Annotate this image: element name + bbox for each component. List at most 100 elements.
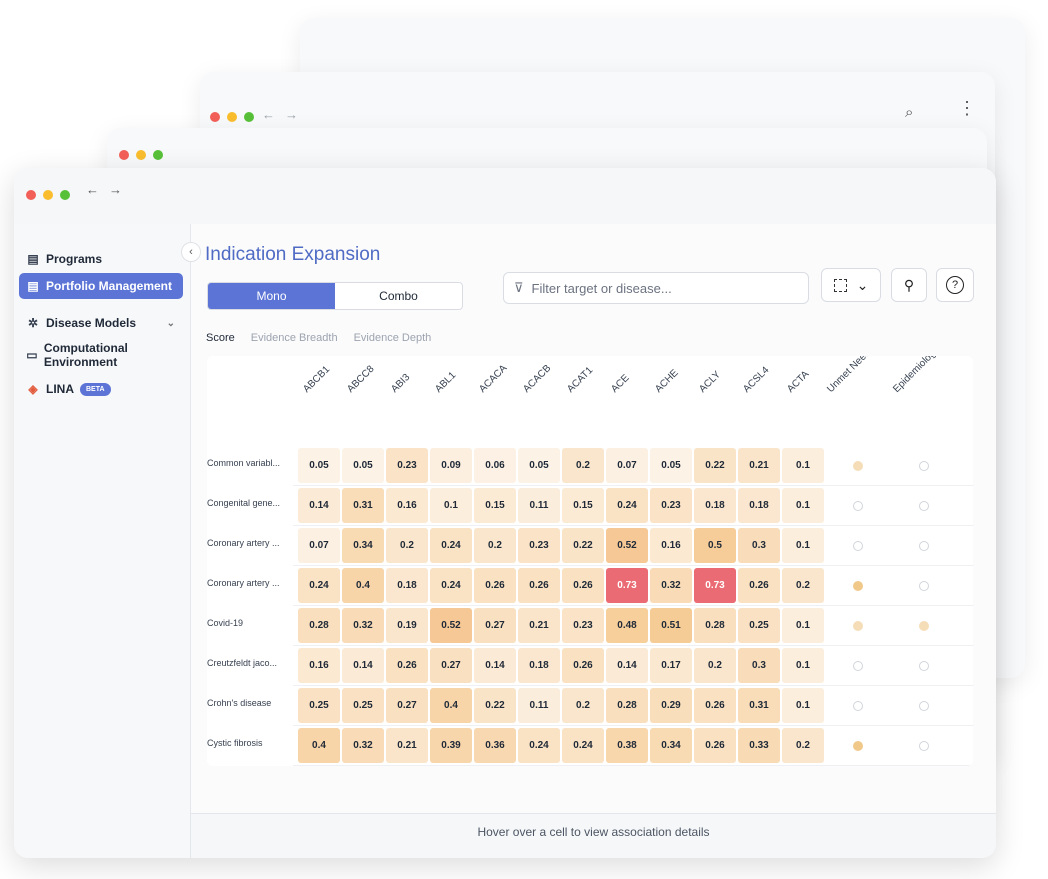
heatmap-cell[interactable]: 0.28: [606, 688, 648, 723]
heatmap-cell[interactable]: 0.31: [738, 688, 780, 723]
heatmap-cell[interactable]: 0.1: [782, 448, 824, 483]
heatmap-cell[interactable]: 0.14: [298, 488, 340, 523]
tab-combo[interactable]: Combo: [379, 289, 418, 303]
heatmap-cell[interactable]: 0.16: [650, 528, 692, 563]
heatmap-cell[interactable]: 0.2: [562, 448, 604, 483]
heatmap-cell[interactable]: 0.3: [738, 648, 780, 683]
heatmap-cell[interactable]: 0.32: [342, 608, 384, 643]
more-icon[interactable]: ⋮: [958, 98, 976, 118]
heatmap-cell[interactable]: 0.34: [650, 728, 692, 763]
heatmap-cell[interactable]: 0.05: [518, 448, 560, 483]
heatmap-cell[interactable]: 0.09: [430, 448, 472, 483]
chevron-down-icon[interactable]: ⌄: [166, 317, 175, 329]
heatmap-cell[interactable]: 0.1: [430, 488, 472, 523]
heatmap-cell[interactable]: 0.26: [694, 728, 736, 763]
filter-input[interactable]: ⊽ Filter target or disease...: [503, 272, 809, 304]
heatmap-cell[interactable]: 0.29: [650, 688, 692, 723]
heatmap-cell[interactable]: 0.15: [562, 488, 604, 523]
heatmap-cell[interactable]: 0.26: [694, 688, 736, 723]
heatmap-cell[interactable]: 0.24: [298, 568, 340, 603]
heatmap-cell[interactable]: 0.4: [298, 728, 340, 763]
heatmap-cell[interactable]: 0.52: [430, 608, 472, 643]
heatmap-cell[interactable]: 0.23: [518, 528, 560, 563]
heatmap-cell[interactable]: 0.25: [298, 688, 340, 723]
heatmap-cell[interactable]: 0.38: [606, 728, 648, 763]
heatmap-cell[interactable]: 0.14: [342, 648, 384, 683]
sidebar-item-programs[interactable]: ▤ Programs: [19, 246, 183, 272]
heatmap-cell[interactable]: 0.73: [694, 568, 736, 603]
zoom-window-icon[interactable]: [60, 190, 70, 200]
heatmap-cell[interactable]: 0.11: [518, 688, 560, 723]
heatmap-cell[interactable]: 0.2: [562, 688, 604, 723]
heatmap-cell[interactable]: 0.26: [562, 568, 604, 603]
tab-evidence-depth[interactable]: Evidence Depth: [353, 332, 432, 344]
heatmap-cell[interactable]: 0.27: [430, 648, 472, 683]
heatmap-cell[interactable]: 0.14: [474, 648, 516, 683]
heatmap-cell[interactable]: 0.24: [606, 488, 648, 523]
heatmap-cell[interactable]: 0.2: [782, 568, 824, 603]
heatmap-cell[interactable]: 0.23: [650, 488, 692, 523]
heatmap-cell[interactable]: 0.18: [694, 488, 736, 523]
heatmap-cell[interactable]: 0.32: [650, 568, 692, 603]
sidebar-item-disease-models[interactable]: ✲ Disease Models ⌄: [19, 310, 183, 336]
tab-mono[interactable]: Mono: [208, 283, 335, 309]
heatmap-cell[interactable]: 0.24: [562, 728, 604, 763]
heatmap-cell[interactable]: 0.5: [694, 528, 736, 563]
pin-button[interactable]: ⚲: [891, 268, 927, 302]
heatmap-cell[interactable]: 0.06: [474, 448, 516, 483]
heatmap-cell[interactable]: 0.18: [518, 648, 560, 683]
heatmap-cell[interactable]: 0.15: [474, 488, 516, 523]
heatmap-cell[interactable]: 0.51: [650, 608, 692, 643]
sidebar-item-lina[interactable]: ◈ LINA BETA: [19, 376, 183, 402]
heatmap-cell[interactable]: 0.32: [342, 728, 384, 763]
heatmap-cell[interactable]: 0.28: [298, 608, 340, 643]
back-forward-icon[interactable]: ←→: [86, 182, 132, 197]
heatmap-cell[interactable]: 0.48: [606, 608, 648, 643]
heatmap-cell[interactable]: 0.25: [738, 608, 780, 643]
heatmap-cell[interactable]: 0.73: [606, 568, 648, 603]
heatmap-cell[interactable]: 0.16: [386, 488, 428, 523]
heatmap-cell[interactable]: 0.1: [782, 488, 824, 523]
heatmap-cell[interactable]: 0.27: [474, 608, 516, 643]
heatmap-cell[interactable]: 0.21: [738, 448, 780, 483]
heatmap-cell[interactable]: 0.05: [342, 448, 384, 483]
heatmap-cell[interactable]: 0.07: [298, 528, 340, 563]
heatmap-cell[interactable]: 0.22: [474, 688, 516, 723]
heatmap-cell[interactable]: 0.17: [650, 648, 692, 683]
heatmap-cell[interactable]: 0.26: [386, 648, 428, 683]
heatmap-cell[interactable]: 0.4: [430, 688, 472, 723]
heatmap-cell[interactable]: 0.36: [474, 728, 516, 763]
heatmap-cell[interactable]: 0.05: [650, 448, 692, 483]
heatmap-cell[interactable]: 0.07: [606, 448, 648, 483]
heatmap-cell[interactable]: 0.28: [694, 608, 736, 643]
heatmap-cell[interactable]: 0.1: [782, 648, 824, 683]
sidebar-item-computational-environment[interactable]: ▭ Computational Environment: [19, 341, 183, 369]
heatmap-cell[interactable]: 0.4: [342, 568, 384, 603]
heatmap-cell[interactable]: 0.22: [694, 448, 736, 483]
selection-dropdown-button[interactable]: ⌄: [821, 268, 881, 302]
heatmap-cell[interactable]: 0.31: [342, 488, 384, 523]
heatmap-cell[interactable]: 0.2: [694, 648, 736, 683]
heatmap-cell[interactable]: 0.1: [782, 528, 824, 563]
heatmap-cell[interactable]: 0.18: [386, 568, 428, 603]
heatmap-cell[interactable]: 0.05: [298, 448, 340, 483]
heatmap-cell[interactable]: 0.39: [430, 728, 472, 763]
heatmap-cell[interactable]: 0.23: [562, 608, 604, 643]
heatmap-cell[interactable]: 0.2: [782, 728, 824, 763]
heatmap-cell[interactable]: 0.26: [474, 568, 516, 603]
heatmap-cell[interactable]: 0.26: [562, 648, 604, 683]
heatmap-cell[interactable]: 0.14: [606, 648, 648, 683]
heatmap-cell[interactable]: 0.2: [474, 528, 516, 563]
heatmap-cell[interactable]: 0.1: [782, 688, 824, 723]
heatmap-cell[interactable]: 0.19: [386, 608, 428, 643]
collapse-sidebar-button[interactable]: ‹: [181, 242, 201, 262]
close-window-icon[interactable]: [26, 190, 36, 200]
help-button[interactable]: ?: [936, 268, 974, 302]
heatmap-cell[interactable]: 0.52: [606, 528, 648, 563]
heatmap-cell[interactable]: 0.33: [738, 728, 780, 763]
heatmap-cell[interactable]: 0.21: [386, 728, 428, 763]
heatmap-cell[interactable]: 0.24: [430, 528, 472, 563]
heatmap-cell[interactable]: 0.1: [782, 608, 824, 643]
heatmap-cell[interactable]: 0.3: [738, 528, 780, 563]
heatmap-cell[interactable]: 0.34: [342, 528, 384, 563]
